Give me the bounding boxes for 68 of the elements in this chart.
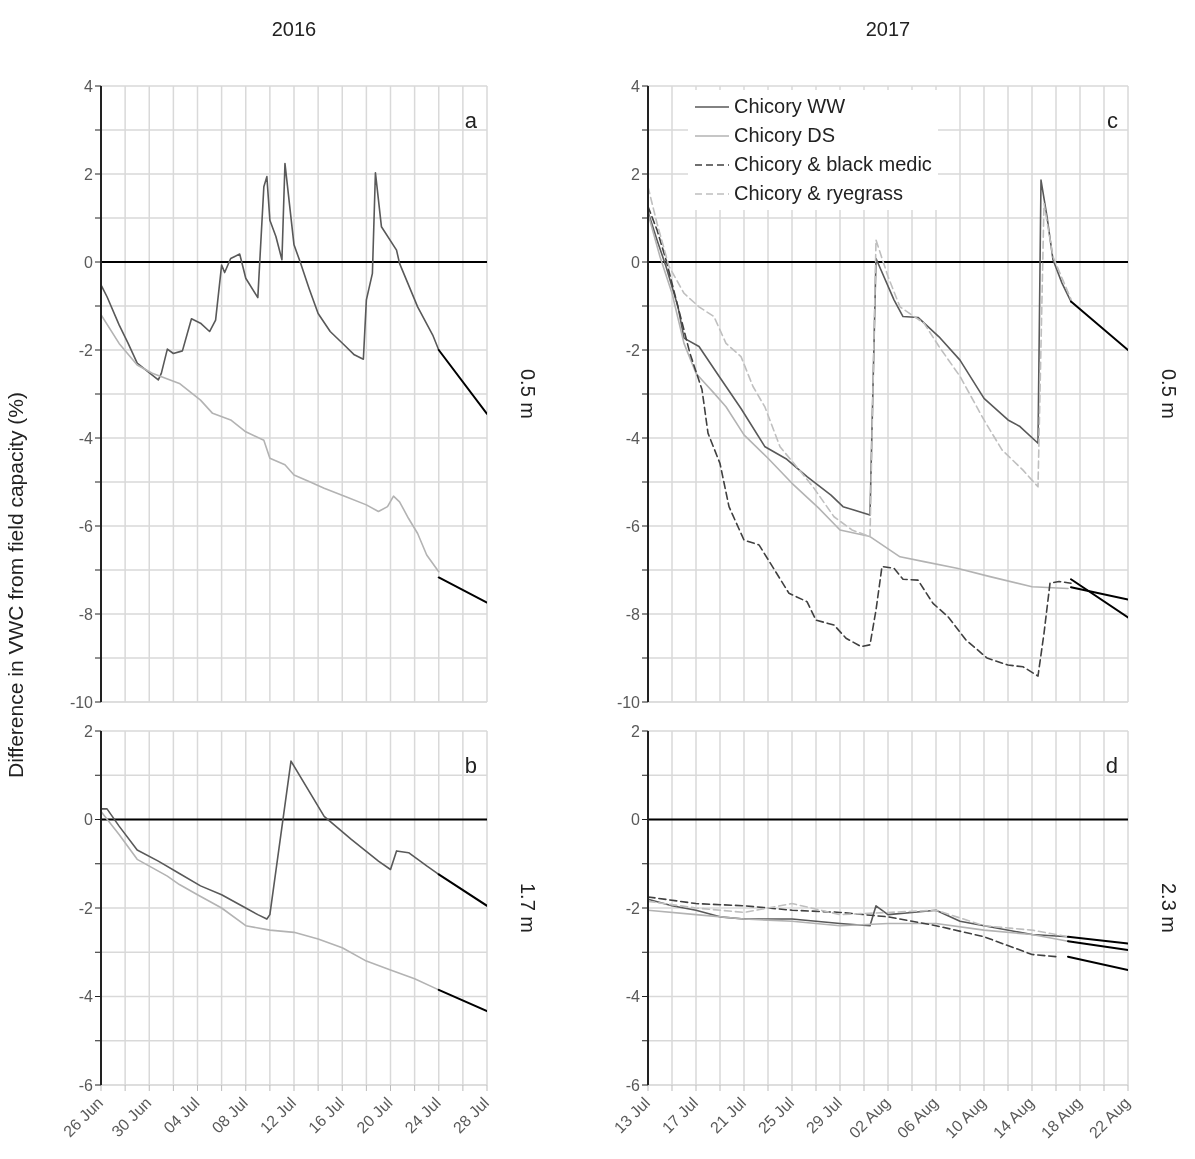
line-series <box>101 760 440 920</box>
x-tick-label: 08 Jul <box>208 1094 251 1137</box>
y-tick-label: -4 <box>625 429 641 447</box>
text: 0.5 m <box>515 368 539 420</box>
text: 2.3 m <box>1156 882 1180 934</box>
x-tick-label: 16 Jul <box>305 1094 348 1137</box>
x-tick-label: 25 Jul <box>754 1094 798 1137</box>
y-tick-label: 2 <box>84 722 94 740</box>
line-series <box>101 162 440 381</box>
y-tick-label: -2 <box>625 899 641 917</box>
y-tick-label: 0 <box>84 811 94 829</box>
x-tick-label: 13 Jul <box>610 1094 654 1137</box>
x-tick-label: 24 Jul <box>401 1094 444 1137</box>
x-tick-label: 21 Jul <box>706 1094 750 1137</box>
line-series <box>101 810 440 991</box>
legend-label: Chicory & ryegrass <box>734 181 903 206</box>
x-tick-label: 17 Jul <box>658 1094 702 1137</box>
y-tick-label: -4 <box>78 429 94 447</box>
x-tick-label: 02 Aug <box>845 1094 894 1142</box>
legend-label: Chicory & black medic <box>734 152 932 177</box>
y-tick-label: 2 <box>631 722 641 740</box>
annotation: b <box>463 753 477 779</box>
x-tick-label: 18 Aug <box>1037 1094 1086 1142</box>
y-tick-label: -2 <box>78 341 94 359</box>
y-tick-label: 0 <box>631 811 641 829</box>
x-tick-label: 12 Jul <box>256 1094 300 1137</box>
y-tick-label: -6 <box>78 1076 94 1094</box>
x-tick-label: 26 Jun <box>60 1094 107 1141</box>
y-tick-label: -10 <box>69 693 94 711</box>
y-tick-label: 0 <box>84 253 94 271</box>
y-tick-label: -2 <box>78 899 94 917</box>
y-tick-label: 4 <box>631 77 641 95</box>
text: 0.5 m <box>1156 368 1180 420</box>
line-series <box>101 314 440 573</box>
legend-label: Chicory DS <box>734 123 836 148</box>
x-tick-label: 14 Aug <box>989 1094 1038 1142</box>
legend-label: Chicory WW <box>734 94 846 119</box>
line-series <box>648 909 1069 942</box>
x-tick-label: 04 Jul <box>160 1094 203 1137</box>
x-tick-label: 20 Jul <box>353 1094 396 1137</box>
y-tick-label: -4 <box>78 988 94 1006</box>
x-tick-label: 10 Aug <box>941 1094 990 1142</box>
y-tick-label: -2 <box>625 341 641 359</box>
y-tick-label: -10 <box>616 693 641 711</box>
y-tick-label: 4 <box>84 77 94 95</box>
line-series <box>648 205 1072 677</box>
annotation: a <box>463 108 477 134</box>
chart-title: 2017 <box>864 18 912 41</box>
x-tick-label: 28 Jul <box>449 1094 493 1137</box>
y-tick-label: -4 <box>625 988 641 1006</box>
y-axis-title: Difference in VWC from field capacity (%) <box>4 392 28 778</box>
x-tick-label: 22 Aug <box>1085 1094 1134 1142</box>
y-tick-label: -6 <box>78 517 94 535</box>
y-tick-label: 2 <box>631 165 641 183</box>
line-series <box>648 896 1057 958</box>
annotation: d <box>1104 753 1118 779</box>
annotation: c <box>1106 108 1118 134</box>
x-tick-label: 29 Jul <box>802 1094 846 1137</box>
y-tick-label: 0 <box>631 253 641 271</box>
x-tick-label: 30 Jun <box>108 1094 155 1141</box>
x-tick-label: 06 Aug <box>893 1094 942 1142</box>
y-tick-label: -8 <box>78 605 94 623</box>
chart-title: 2016 <box>270 18 318 41</box>
y-tick-label: -6 <box>625 517 641 535</box>
y-tick-label: -8 <box>625 605 641 623</box>
text: 1.7 m <box>515 882 539 934</box>
y-tick-label: 2 <box>84 165 94 183</box>
y-tick-label: -6 <box>625 1076 641 1094</box>
